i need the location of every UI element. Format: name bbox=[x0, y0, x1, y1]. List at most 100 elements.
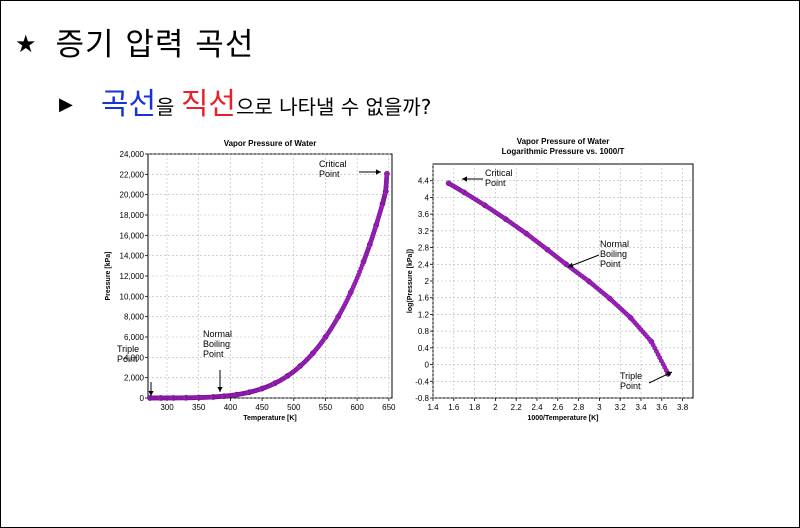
x-tick-label: 2.8 bbox=[573, 403, 585, 412]
annotation-arrowhead bbox=[217, 387, 223, 392]
slide-subtitle: ▶ 곡선을 직선으로 나타낼 수 없을까? bbox=[59, 79, 431, 123]
y-tick-label: 3.6 bbox=[418, 210, 430, 219]
y-tick-label: 2.8 bbox=[418, 244, 430, 253]
x-tick-label: 2.6 bbox=[552, 403, 564, 412]
data-point-fill bbox=[646, 336, 652, 342]
data-point-fill bbox=[501, 215, 507, 221]
data-point-fill bbox=[347, 292, 352, 298]
y-tick-label: 12,000 bbox=[120, 272, 145, 281]
chart-log-pressure-vs-inverse-temperature: Vapor Pressure of Water Logarithmic Press… bbox=[406, 134, 698, 431]
annotation-arrowhead bbox=[666, 371, 672, 377]
x-tick-label: 450 bbox=[255, 403, 269, 412]
x-axis-label: Temperature [K] bbox=[243, 415, 297, 422]
subtitle-part-2: 으로 나타낼 수 없을까? bbox=[236, 95, 432, 119]
data-point-fill bbox=[321, 336, 327, 342]
bullet-triangle-icon: ▶ bbox=[59, 94, 73, 115]
x-tick-label: 400 bbox=[224, 403, 238, 412]
chart-title: Vapor Pressure of Water bbox=[224, 139, 317, 148]
y-tick-label: 1.6 bbox=[418, 294, 430, 303]
data-point-fill bbox=[542, 245, 548, 251]
data-series bbox=[147, 170, 390, 401]
annotation-arrowhead bbox=[568, 262, 574, 268]
y-tick-label: 18,000 bbox=[120, 211, 145, 220]
y-tick-label: 10,000 bbox=[120, 292, 145, 301]
annotation-arrowhead bbox=[376, 169, 381, 175]
annotation-label: Triple bbox=[117, 344, 139, 354]
subtitle-word-line: 직선 bbox=[180, 87, 237, 122]
data-point-fill bbox=[626, 313, 631, 319]
data-point-fill bbox=[561, 260, 567, 266]
y-tick-label: 4.4 bbox=[418, 177, 430, 186]
data-point-fill bbox=[605, 294, 611, 300]
y-tick-label: 2,000 bbox=[124, 374, 145, 383]
slide-title-text: 증기 압력 곡선 bbox=[55, 27, 255, 63]
annotation-label: Boiling bbox=[600, 249, 627, 259]
data-series bbox=[445, 180, 671, 377]
x-tick-label: 600 bbox=[350, 403, 364, 412]
data-point-fill bbox=[480, 201, 486, 207]
data-point-fill bbox=[584, 277, 590, 283]
y-tick-label: 0.8 bbox=[418, 327, 430, 336]
annotation-label: Point bbox=[319, 169, 340, 179]
x-tick-label: 500 bbox=[287, 403, 301, 412]
subtitle-part-1: 을 bbox=[156, 95, 181, 119]
chart-title: Vapor Pressure of Water bbox=[517, 137, 610, 146]
y-tick-label: 4 bbox=[425, 193, 430, 202]
data-point-fill bbox=[384, 173, 390, 178]
annotation-label: Point bbox=[620, 381, 641, 391]
data-point-fill bbox=[663, 368, 669, 373]
data-point-fill bbox=[460, 189, 466, 194]
y-tick-label: 1.2 bbox=[418, 310, 430, 319]
y-axis-label: Pressure [kPa] bbox=[105, 251, 112, 300]
y-tick-label: 14,000 bbox=[120, 252, 145, 261]
slide-title: ★ 증기 압력 곡선 bbox=[15, 19, 254, 64]
y-tick-label: 4,000 bbox=[124, 353, 145, 362]
annotation-arrowhead bbox=[462, 176, 467, 182]
annotation-label: Boiling bbox=[203, 339, 230, 349]
subtitle-word-curve: 곡선 bbox=[100, 87, 157, 122]
chart-pressure-svg: Vapor Pressure of Water 300 350 400 450 500 55… bbox=[105, 139, 396, 422]
y-tick-label: 8,000 bbox=[124, 313, 145, 322]
y-tick-label: 2 bbox=[425, 277, 430, 286]
x-tick-label: 2 bbox=[493, 403, 498, 412]
y-tick-label: 24,000 bbox=[120, 150, 145, 159]
data-point-fill bbox=[359, 262, 365, 268]
annotation-arrowhead bbox=[148, 391, 154, 396]
star-icon: ★ bbox=[15, 30, 38, 58]
x-tick-label: 3.8 bbox=[677, 403, 689, 412]
x-tick-label: 650 bbox=[382, 403, 396, 412]
chart-subtitle: Logarithmic Pressure vs. 1000/T bbox=[502, 147, 625, 156]
x-tick-label: 3 bbox=[597, 403, 602, 412]
y-tick-label: 3.2 bbox=[418, 227, 430, 236]
y-axis-label: log(Pressure [kPa]) bbox=[407, 249, 414, 313]
y-tick-label: -0.8 bbox=[415, 394, 429, 403]
y-tick-label: 0 bbox=[425, 361, 430, 370]
annotation-label: Point bbox=[203, 349, 224, 359]
x-tick-label: 1.8 bbox=[469, 403, 481, 412]
y-tick-label: 2.4 bbox=[418, 260, 430, 269]
annotation-label: Critical bbox=[319, 159, 347, 169]
x-tick-label: 3.4 bbox=[635, 403, 647, 412]
y-tick-label: 16,000 bbox=[120, 231, 145, 240]
y-tick-label: 20,000 bbox=[120, 191, 145, 200]
x-tick-label: 300 bbox=[160, 403, 174, 412]
annotation-label: Normal bbox=[203, 329, 232, 339]
annotation-label: Triple bbox=[620, 371, 642, 381]
x-tick-label: 350 bbox=[192, 403, 206, 412]
annotation-label: Point bbox=[600, 259, 621, 269]
x-tick-label: 3.6 bbox=[656, 403, 668, 412]
y-tick-label: 0 bbox=[140, 394, 145, 403]
x-tick-label: 2.4 bbox=[531, 403, 543, 412]
x-tick-label: 3.2 bbox=[615, 403, 627, 412]
x-tick-label: 550 bbox=[319, 403, 333, 412]
x-axis-label: 1000/Temperature [K] bbox=[527, 415, 598, 422]
annotation-arrow-line bbox=[567, 254, 600, 268]
y-tick-label: 22,000 bbox=[120, 170, 145, 179]
data-point-fill bbox=[373, 224, 378, 230]
y-tick-label: -0.4 bbox=[415, 377, 429, 386]
data-point-fill bbox=[334, 316, 340, 322]
y-tick-label: 0.4 bbox=[418, 344, 430, 353]
x-tick-label: 2.2 bbox=[511, 403, 523, 412]
